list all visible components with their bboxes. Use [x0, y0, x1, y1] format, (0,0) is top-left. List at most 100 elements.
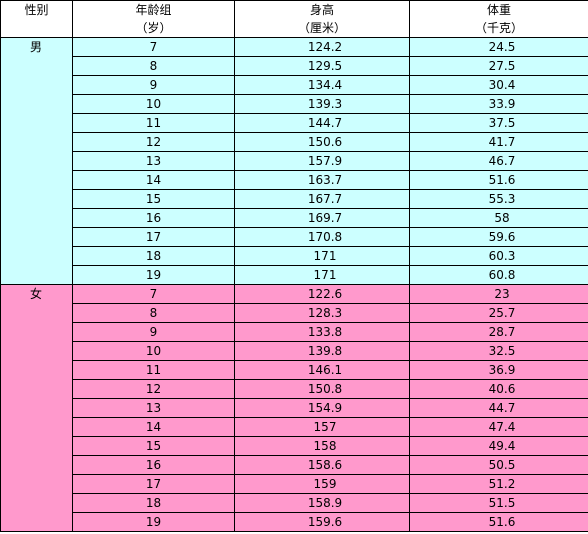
height-cell: 157	[234, 417, 410, 437]
age-cell: 11	[72, 360, 235, 380]
table-row: 13 154.9 44.7	[1, 398, 588, 418]
age-cell: 19	[72, 265, 235, 285]
height-cell: 122.6	[234, 284, 410, 304]
table-row: 18 171 60.3	[1, 246, 588, 266]
weight-cell: 32.5	[409, 341, 588, 361]
table-row: 11 144.7 37.5	[1, 113, 588, 133]
height-cell: 171	[234, 265, 410, 285]
header-age-unit: （岁）	[135, 21, 172, 35]
weight-cell: 49.4	[409, 436, 588, 456]
age-cell: 15	[72, 189, 235, 209]
height-cell: 157.9	[234, 151, 410, 171]
age-cell: 8	[72, 56, 235, 76]
table-row: 8 128.3 25.7	[1, 303, 588, 323]
table-row: 8 129.5 27.5	[1, 56, 588, 76]
table-row: 18 158.9 51.5	[1, 493, 588, 513]
weight-cell: 28.7	[409, 322, 588, 342]
table-row: 13 157.9 46.7	[1, 151, 588, 171]
height-cell: 124.2	[234, 37, 410, 57]
table-row: 15 158 49.4	[1, 436, 588, 456]
header-age: 年龄组 （岁）	[72, 0, 235, 38]
table-row: 男 7 124.2 24.5	[0, 37, 588, 285]
age-cell: 14	[72, 417, 235, 437]
header-height-unit: （厘米）	[297, 21, 346, 35]
header-weight-unit: （千克）	[474, 21, 523, 35]
table-row: 17 170.8 59.6	[1, 227, 588, 247]
header-height: 身高 （厘米）	[234, 0, 410, 38]
table-row: 9 133.8 28.7	[1, 322, 588, 342]
height-cell: 150.6	[234, 132, 410, 152]
weight-cell: 51.6	[409, 512, 588, 532]
age-cell: 12	[72, 132, 235, 152]
height-cell: 159.6	[234, 512, 410, 532]
age-cell: 19	[72, 512, 235, 532]
weight-cell: 37.5	[409, 113, 588, 133]
height-cell: 133.8	[234, 322, 410, 342]
age-cell: 13	[72, 151, 235, 171]
height-cell: 154.9	[234, 398, 410, 418]
header-weight-label: 体重	[486, 3, 511, 17]
age-cell: 17	[72, 474, 235, 494]
age-cell: 7	[72, 284, 235, 304]
weight-cell: 59.6	[409, 227, 588, 247]
weight-cell: 46.7	[409, 151, 588, 171]
table-row: 19 171 60.8	[1, 265, 588, 285]
weight-cell: 44.7	[409, 398, 588, 418]
weight-cell: 23	[409, 284, 588, 304]
height-cell: 170.8	[234, 227, 410, 247]
height-cell: 150.8	[234, 379, 410, 399]
sex-cell-male: 男	[0, 37, 73, 285]
age-cell: 9	[72, 322, 235, 342]
table-row: 17 159 51.2	[1, 474, 588, 494]
height-cell: 129.5	[234, 56, 410, 76]
weight-cell: 60.3	[409, 246, 588, 266]
height-cell: 134.4	[234, 75, 410, 95]
weight-cell: 33.9	[409, 94, 588, 114]
weight-cell: 58	[409, 208, 588, 228]
table-row: 19 159.6 51.6	[1, 512, 588, 532]
height-cell: 167.7	[234, 189, 410, 209]
age-cell: 10	[72, 341, 235, 361]
table-row: 9 134.4 30.4	[1, 75, 588, 95]
height-cell: 139.3	[234, 94, 410, 114]
height-cell: 169.7	[234, 208, 410, 228]
age-cell: 16	[72, 208, 235, 228]
age-cell: 18	[72, 246, 235, 266]
header-age-label: 年龄组	[135, 3, 172, 17]
weight-cell: 55.3	[409, 189, 588, 209]
height-cell: 163.7	[234, 170, 410, 190]
age-cell: 7	[72, 37, 235, 57]
weight-cell: 36.9	[409, 360, 588, 380]
weight-cell: 25.7	[409, 303, 588, 323]
height-cell: 158.6	[234, 455, 410, 475]
weight-cell: 30.4	[409, 75, 588, 95]
table-row: 14 163.7 51.6	[1, 170, 588, 190]
header-height-label: 身高	[309, 3, 334, 17]
female-group: 女 7 122.6 23 8 128.3 25.7 9 133.8 28.7 1…	[0, 284, 588, 532]
table-row: 10 139.8 32.5	[1, 341, 588, 361]
age-cell: 14	[72, 170, 235, 190]
header-sex: 性别	[0, 0, 73, 38]
age-cell: 10	[72, 94, 235, 114]
table-row: 14 157 47.4	[1, 417, 588, 437]
age-cell: 9	[72, 75, 235, 95]
weight-cell: 40.6	[409, 379, 588, 399]
table-header: 性别 年龄组 （岁） 身高 （厘米） 体重 （千克）	[0, 0, 588, 38]
weight-cell: 41.7	[409, 132, 588, 152]
height-cell: 144.7	[234, 113, 410, 133]
table-row: 12 150.8 40.6	[1, 379, 588, 399]
weight-cell: 60.8	[409, 265, 588, 285]
weight-cell: 27.5	[409, 56, 588, 76]
height-cell: 171	[234, 246, 410, 266]
sex-cell-female: 女	[0, 284, 73, 532]
weight-cell: 51.6	[409, 170, 588, 190]
height-cell: 128.3	[234, 303, 410, 323]
height-cell: 159	[234, 474, 410, 494]
height-cell: 139.8	[234, 341, 410, 361]
age-cell: 13	[72, 398, 235, 418]
age-cell: 18	[72, 493, 235, 513]
age-cell: 17	[72, 227, 235, 247]
weight-cell: 47.4	[409, 417, 588, 437]
weight-cell: 50.5	[409, 455, 588, 475]
